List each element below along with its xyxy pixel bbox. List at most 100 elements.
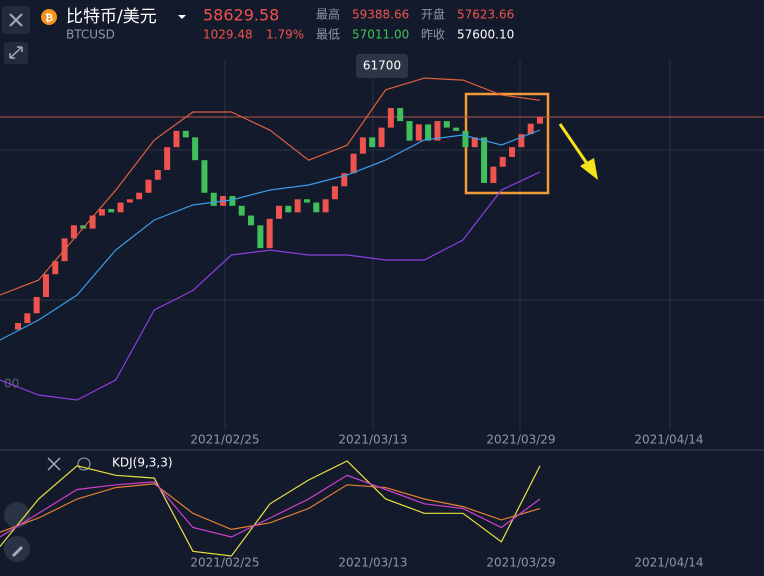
candle <box>192 137 199 161</box>
last-price: 58629.58 <box>203 6 279 25</box>
x-tick-label: 2021/02/25 <box>190 556 259 570</box>
change: 1029.48 <box>203 28 253 42</box>
dropdown-arrow[interactable] <box>178 15 186 19</box>
candle <box>33 296 40 314</box>
btc-glyph: ₿ <box>45 12 53 24</box>
candle <box>42 274 49 297</box>
indicator-line <box>0 171 541 401</box>
candle <box>434 121 441 141</box>
candle <box>490 166 497 183</box>
candle <box>145 179 152 193</box>
stat-label: 最低 <box>316 28 340 42</box>
stat-label: 最高 <box>316 7 340 22</box>
candle <box>126 199 133 203</box>
candle <box>406 121 413 141</box>
indicator-line <box>0 483 541 533</box>
candle <box>24 313 31 324</box>
kdj-title: KDJ(9,3,3) <box>112 456 173 470</box>
candle <box>471 137 478 148</box>
instrument-name[interactable]: 比特币/美元 <box>66 7 157 27</box>
candle <box>518 134 525 148</box>
indicator-line <box>0 77 541 296</box>
x-tick-label: 2021/03/29 <box>486 433 555 447</box>
tool-button[interactable] <box>4 536 30 562</box>
stat-label: 昨收 <box>421 28 445 42</box>
expand-icon <box>9 46 23 59</box>
candle <box>369 137 376 148</box>
x-tick-label: 2021/04/14 <box>634 433 703 447</box>
x-tick-label: 2021/03/29 <box>486 556 555 570</box>
candle <box>331 186 338 200</box>
candle <box>350 153 357 174</box>
candle <box>98 209 105 216</box>
peak-label: 61700 <box>363 59 401 73</box>
candle <box>359 137 366 154</box>
change-pct: 1.79% <box>266 28 304 42</box>
arrow-shaft <box>558 123 592 169</box>
close-icon <box>9 13 23 27</box>
candle <box>80 225 87 229</box>
candle <box>173 130 180 148</box>
candle <box>415 124 422 141</box>
candle <box>509 147 516 157</box>
candle <box>266 218 273 249</box>
candle <box>117 202 124 213</box>
grid <box>0 60 764 430</box>
stat-value: 57011.00 <box>352 28 409 42</box>
candle <box>322 199 329 213</box>
candle <box>108 209 115 213</box>
btc-icon <box>41 9 57 25</box>
candle <box>257 225 264 249</box>
x-tick-label: 2021/02/25 <box>190 433 259 447</box>
x-tick-label: 2021/03/13 <box>338 556 407 570</box>
candle <box>527 123 534 135</box>
candle <box>453 127 460 131</box>
candle <box>378 127 385 148</box>
stat-label: 开盘 <box>421 7 445 22</box>
candle <box>229 196 236 206</box>
x-tick-label: 2021/04/14 <box>634 556 703 570</box>
stat-value: 57623.66 <box>457 8 514 22</box>
symbol: BTCUSD <box>66 28 115 42</box>
tool-button[interactable] <box>4 502 30 528</box>
candle <box>341 173 348 187</box>
stat-value: 57600.10 <box>457 28 514 42</box>
candle <box>303 199 310 203</box>
candle <box>499 156 506 167</box>
indicator-line <box>0 129 541 341</box>
candle <box>154 169 161 180</box>
candle <box>248 215 255 226</box>
x-tick-label: 2021/03/13 <box>338 433 407 447</box>
candle <box>387 108 394 128</box>
candle <box>15 323 21 330</box>
candle <box>481 137 488 183</box>
candle <box>443 121 450 128</box>
indicator-line <box>0 474 541 538</box>
candle <box>276 205 282 219</box>
candle <box>238 205 245 216</box>
candle <box>70 225 77 239</box>
candle <box>397 108 404 122</box>
candle <box>462 130 469 148</box>
axis-fragment: 00 <box>4 377 19 391</box>
candle <box>210 192 217 206</box>
candle <box>537 116 543 124</box>
candle <box>182 130 189 138</box>
indicator-settings-icon[interactable] <box>77 457 91 471</box>
candle <box>52 261 59 275</box>
candle <box>89 215 96 229</box>
candle <box>313 202 320 213</box>
candle <box>294 199 301 213</box>
peak-tag <box>356 54 408 78</box>
stat-value: 59388.66 <box>352 8 409 22</box>
indicator-line <box>0 460 541 557</box>
candle <box>136 192 143 200</box>
arrow-head <box>580 158 598 180</box>
candle <box>425 124 432 141</box>
candle <box>164 147 171 170</box>
indicator-close-icon[interactable] <box>47 457 61 471</box>
pencil-icon <box>12 546 23 557</box>
